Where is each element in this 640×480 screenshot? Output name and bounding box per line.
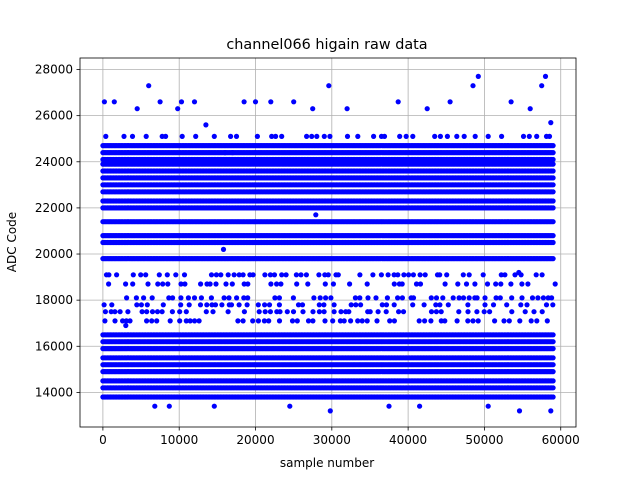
data-point [550, 256, 556, 262]
data-points [100, 73, 558, 414]
data-point [550, 339, 556, 345]
data-point [550, 219, 556, 225]
data-point [550, 346, 556, 352]
data-point [550, 189, 556, 195]
data-point [550, 362, 556, 368]
data-point [550, 394, 556, 400]
data-point [550, 198, 556, 204]
data-point [550, 378, 556, 384]
data-point [550, 369, 556, 375]
data-point [550, 385, 556, 391]
data-point [550, 205, 556, 211]
data-point [550, 332, 556, 338]
data-point [550, 355, 556, 361]
data-point [550, 233, 556, 239]
data-point [550, 239, 556, 246]
